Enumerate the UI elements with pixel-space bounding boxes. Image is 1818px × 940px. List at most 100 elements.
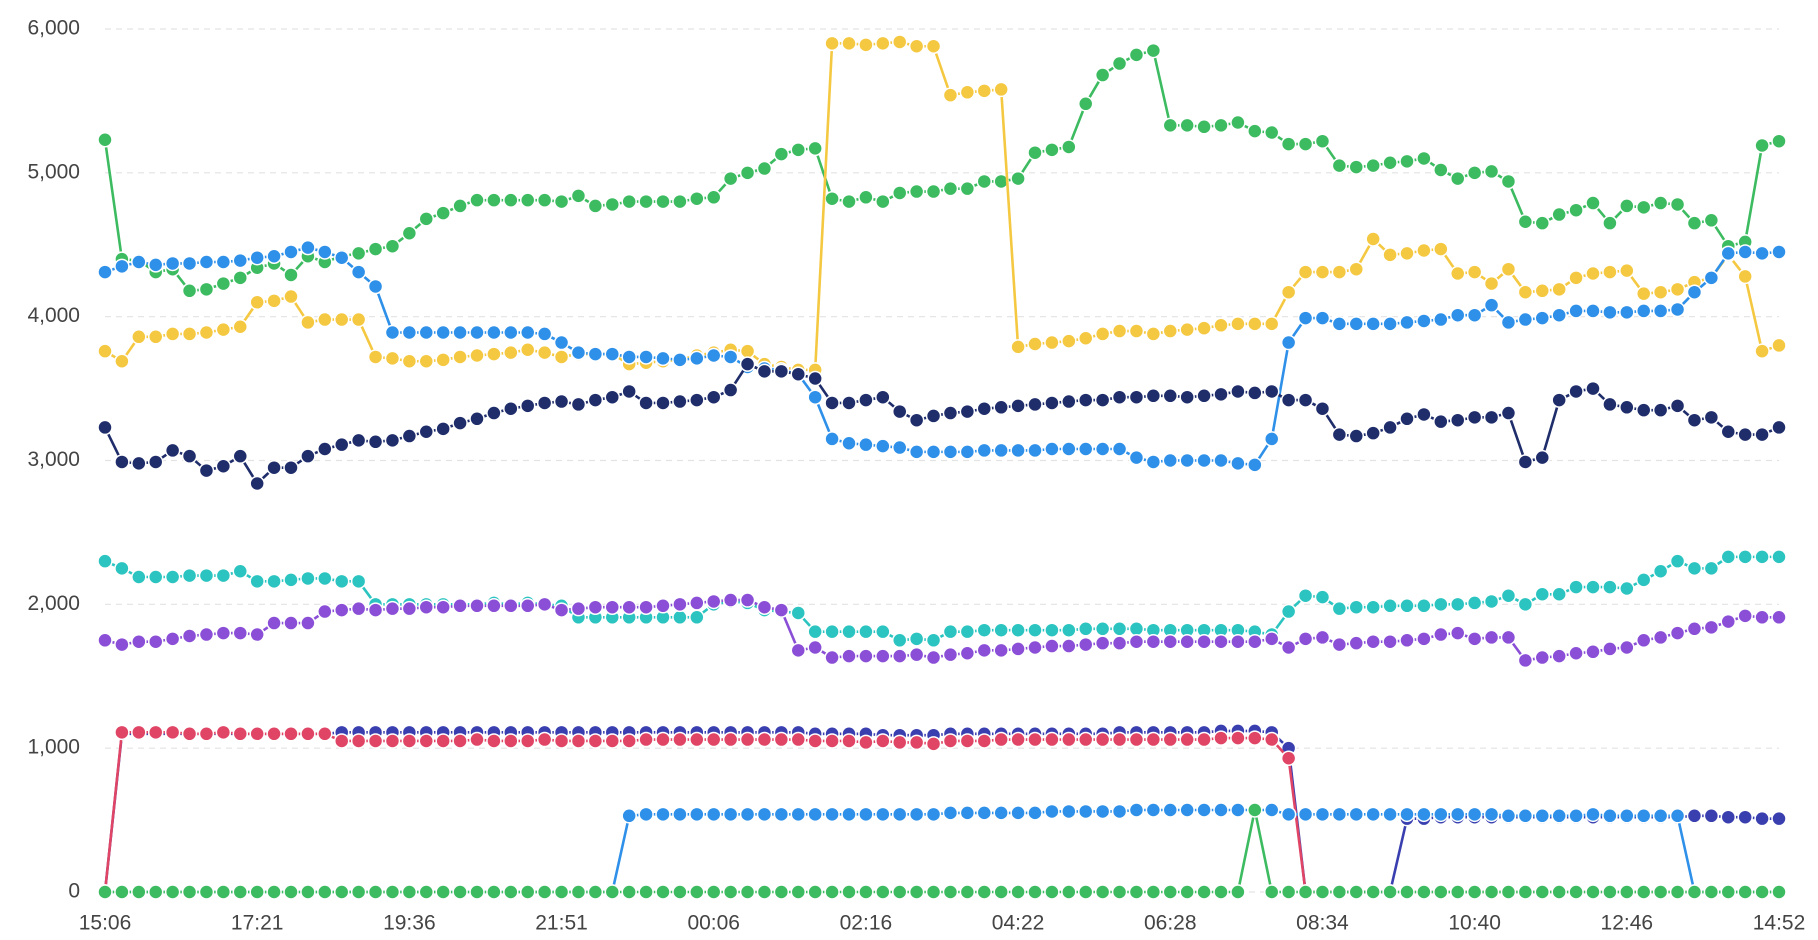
data-point [942, 884, 959, 900]
data-point [908, 183, 925, 200]
data-point [1568, 808, 1584, 824]
y-tick-label: 4,000 [27, 304, 80, 327]
data-point [1027, 622, 1043, 638]
data-point [1433, 162, 1449, 178]
data-point [1669, 808, 1686, 824]
data-point [1263, 316, 1280, 332]
series [97, 549, 1787, 649]
data-point [131, 329, 147, 345]
data-point [1652, 402, 1669, 418]
data-point [317, 884, 333, 900]
data-point [1230, 455, 1246, 472]
data-point [350, 245, 367, 262]
data-point [181, 726, 198, 742]
data-point [350, 600, 367, 617]
data-point [638, 806, 654, 823]
data-point [976, 733, 993, 749]
data-point [1128, 621, 1145, 637]
data-point [1111, 441, 1128, 457]
data-point [1500, 405, 1517, 421]
data-point [925, 884, 942, 900]
data-point [283, 244, 299, 260]
data-point [1619, 304, 1635, 321]
data-point [1602, 215, 1618, 231]
data-point [773, 602, 790, 618]
data-point [959, 733, 976, 749]
data-point [1263, 124, 1280, 141]
data-point [976, 642, 993, 659]
data-point [1263, 731, 1280, 748]
data-point [350, 733, 367, 749]
data-point [689, 350, 705, 367]
data-point [114, 636, 130, 653]
data-point [1551, 281, 1567, 298]
data-point [181, 283, 198, 299]
data-point [959, 884, 976, 900]
data-point [1669, 884, 1686, 900]
data-point [1010, 622, 1026, 638]
data-point [249, 884, 265, 900]
data-point [1196, 320, 1212, 336]
data-point [333, 733, 350, 749]
data-point [1720, 613, 1737, 630]
data-point [283, 267, 299, 283]
data-point [1077, 621, 1094, 637]
data-point [773, 146, 790, 162]
data-point [705, 731, 722, 748]
data-point [1551, 884, 1567, 900]
data-point [1297, 264, 1314, 280]
data-point [739, 592, 756, 608]
data-point [1010, 339, 1026, 355]
data-point [1027, 442, 1043, 459]
data-point [1247, 385, 1263, 401]
data-point [1517, 596, 1534, 613]
data-point [773, 806, 790, 823]
data-point [1077, 884, 1094, 900]
data-point [1635, 199, 1652, 216]
data-point [1128, 884, 1145, 900]
data-point [519, 324, 536, 341]
data-point [536, 344, 553, 361]
data-point [333, 311, 350, 328]
data-point [536, 884, 553, 900]
data-point [1652, 629, 1669, 646]
data-point [1754, 426, 1770, 443]
data-point [1382, 598, 1398, 614]
data-point [858, 623, 874, 640]
data-point [367, 434, 384, 450]
data-point [1686, 215, 1703, 231]
data-point [1703, 270, 1720, 286]
data-point [266, 884, 282, 900]
data-point [1568, 579, 1584, 595]
data-point [1449, 625, 1466, 641]
x-tick-label: 17:21 [231, 912, 284, 935]
data-point [1466, 264, 1483, 280]
data-point [1720, 423, 1737, 440]
data-point [807, 884, 823, 900]
data-point [1314, 400, 1331, 417]
data-point [1044, 803, 1060, 820]
data-point [942, 87, 959, 103]
data-point [1010, 641, 1026, 657]
data-point [1382, 884, 1398, 900]
data-point [689, 806, 705, 823]
data-point [1619, 808, 1635, 824]
data-point [1179, 389, 1195, 405]
data-point [1128, 633, 1145, 650]
data-point [503, 400, 519, 417]
data-point [1433, 626, 1449, 643]
data-point [1568, 303, 1584, 319]
data-point [1111, 803, 1128, 820]
data-point [858, 806, 874, 823]
data-point [1466, 595, 1483, 611]
data-point [469, 884, 485, 900]
data-point [1602, 304, 1618, 321]
data-point [1568, 645, 1584, 661]
data-point [925, 649, 942, 666]
y-tick-label: 0 [68, 880, 80, 903]
data-point [1635, 884, 1652, 900]
data-point [959, 84, 976, 101]
data-point [1416, 884, 1432, 900]
data-point [841, 884, 857, 900]
data-point [1128, 323, 1145, 339]
